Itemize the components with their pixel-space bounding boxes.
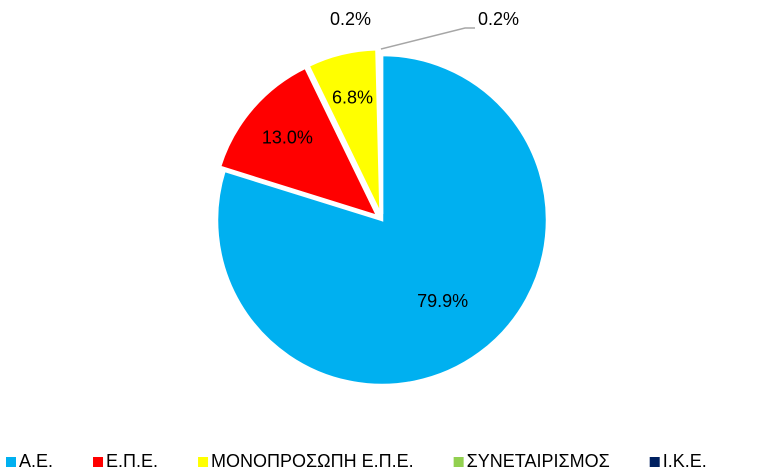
legend-swatch xyxy=(6,457,16,467)
legend-swatch xyxy=(198,457,209,467)
pie-slice xyxy=(218,65,380,219)
data-label: 13.0% xyxy=(262,127,313,147)
legend-label: Ε.Π.Ε. xyxy=(106,451,158,471)
legend-swatch xyxy=(453,457,464,467)
legend-label: Α.Ε. xyxy=(19,451,53,471)
legend-swatch xyxy=(649,457,660,467)
legend-label: Ι.Κ.Ε. xyxy=(663,451,707,471)
legend-label: ΜΟΝΟΠΡΟΣΩΠΗ Ε.Π.Ε. xyxy=(211,451,414,471)
data-label: 0.2% xyxy=(478,9,519,29)
pie-slice xyxy=(215,53,549,387)
data-label: 6.8% xyxy=(332,87,373,107)
pie-slice xyxy=(306,47,382,215)
legend-label: ΣΥΝΕΤΑΙΡΙΣΜΟΣ xyxy=(467,451,610,471)
data-label: 0.2% xyxy=(330,9,371,29)
data-label: 79.9% xyxy=(417,291,468,311)
legend-swatch xyxy=(93,457,104,467)
leader-line xyxy=(380,27,475,50)
